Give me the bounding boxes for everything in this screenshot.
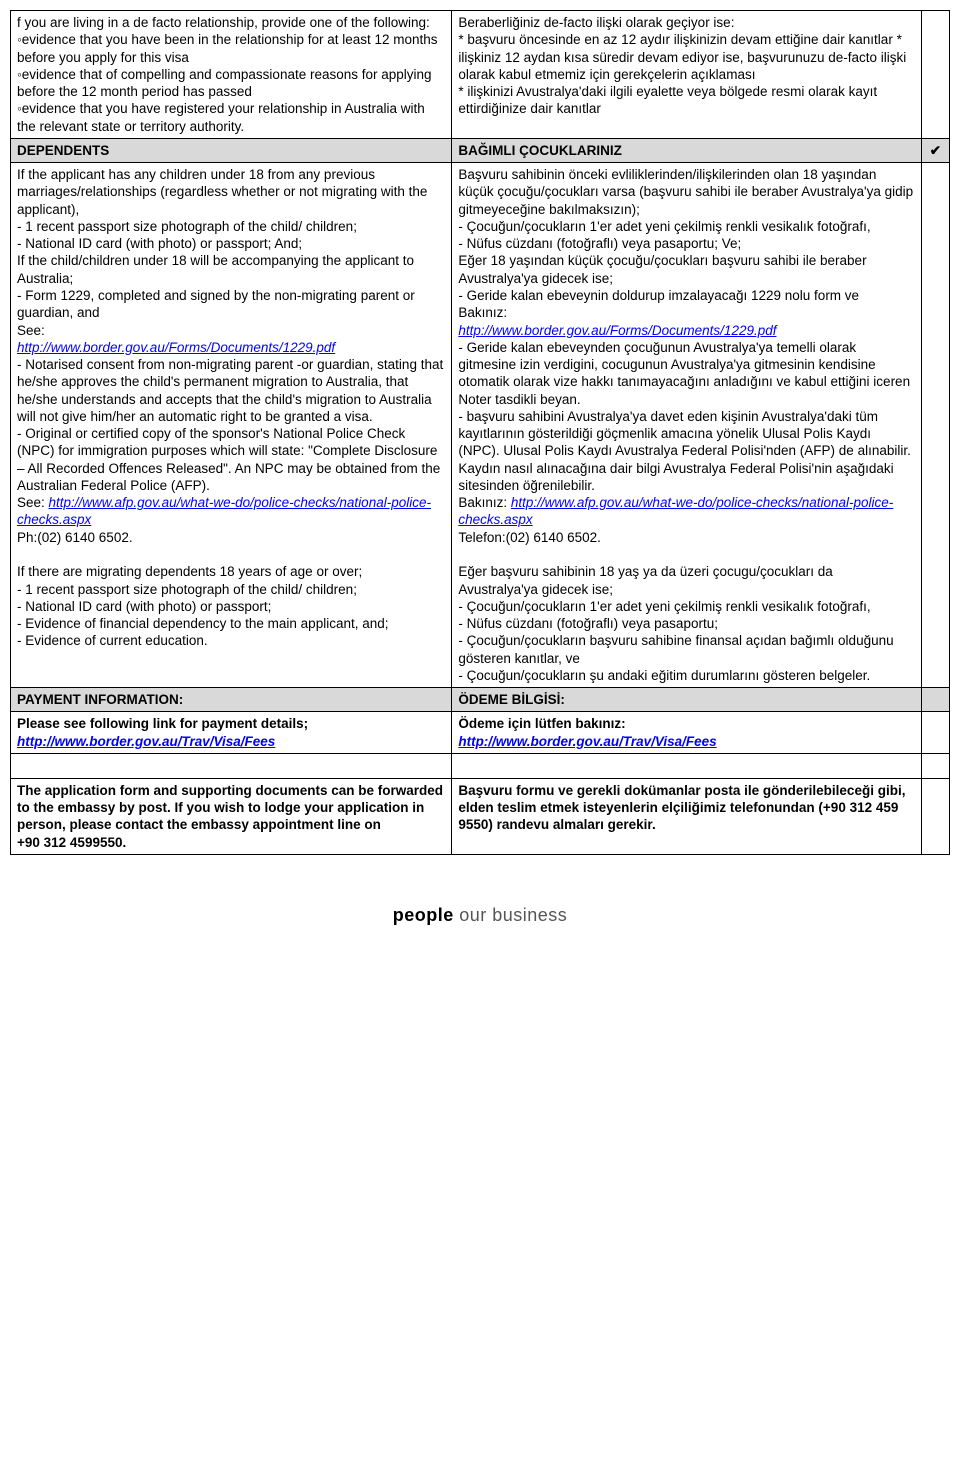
defacto-en: f you are living in a de facto relations… xyxy=(11,11,452,139)
header-payment-check xyxy=(921,688,949,712)
defacto-check xyxy=(921,11,949,139)
payment-tr-link[interactable]: http://www.border.gov.au/Trav/Visa/Fees xyxy=(458,734,716,749)
dep-tr-link2[interactable]: http://www.afp.gov.au/what-we-do/police-… xyxy=(458,495,893,527)
post-tr: Başvuru formu ve gerekli dokümanlar post… xyxy=(452,778,922,854)
spacer-row xyxy=(11,753,950,778)
dep-tr-1: Başvuru sahibinin önceki evliliklerinden… xyxy=(458,167,913,320)
post-en: The application form and supporting docu… xyxy=(11,778,452,854)
dep-en-link2[interactable]: http://www.afp.gov.au/what-we-do/police-… xyxy=(17,495,431,527)
dep-en-1: If the applicant has any children under … xyxy=(17,167,427,337)
row-payment: Please see following link for payment de… xyxy=(11,712,950,754)
header-dependents-check: ✔ xyxy=(921,138,949,162)
header-dependents-tr: BAĞIMLI ÇOCUKLARINIZ xyxy=(452,138,922,162)
payment-en: Please see following link for payment de… xyxy=(11,712,452,754)
header-dependents: DEPENDENTS BAĞIMLI ÇOCUKLARINIZ ✔ xyxy=(11,138,950,162)
dependents-en: If the applicant has any children under … xyxy=(11,163,452,688)
footer-tagline: people our business xyxy=(10,905,950,926)
dep-en-link1[interactable]: http://www.border.gov.au/Forms/Documents… xyxy=(17,340,335,355)
header-dependents-en: DEPENDENTS xyxy=(11,138,452,162)
row-defacto: f you are living in a de facto relations… xyxy=(11,11,950,139)
payment-en-text: Please see following link for payment de… xyxy=(17,716,308,731)
header-payment: PAYMENT INFORMATION: ÖDEME BİLGİSİ: xyxy=(11,688,950,712)
footer-people: people xyxy=(393,905,454,925)
dep-en-2: - Notarised consent from non-migrating p… xyxy=(17,357,443,510)
header-payment-en: PAYMENT INFORMATION: xyxy=(11,688,452,712)
payment-en-link[interactable]: http://www.border.gov.au/Trav/Visa/Fees xyxy=(17,734,275,749)
defacto-tr: Beraberliğiniz de-facto ilişki olarak ge… xyxy=(452,11,922,139)
payment-check xyxy=(921,712,949,754)
document-table: f you are living in a de facto relations… xyxy=(10,10,950,855)
dep-en-3: Ph:(02) 6140 6502. If there are migratin… xyxy=(17,530,389,649)
row-dependents-body: If the applicant has any children under … xyxy=(11,163,950,688)
dep-tr-2: - Geride kalan ebeveynden çocuğunun Avus… xyxy=(458,340,911,510)
post-check xyxy=(921,778,949,854)
payment-tr-text: Ödeme için lütfen bakınız: xyxy=(458,716,625,731)
dependents-tr: Başvuru sahibinin önceki evliliklerinden… xyxy=(452,163,922,688)
payment-tr: Ödeme için lütfen bakınız: http://www.bo… xyxy=(452,712,922,754)
dependents-check xyxy=(921,163,949,688)
row-post: The application form and supporting docu… xyxy=(11,778,950,854)
dep-tr-3: Telefon:(02) 6140 6502. Eğer başvuru sah… xyxy=(458,530,893,683)
header-payment-tr: ÖDEME BİLGİSİ: xyxy=(452,688,922,712)
dep-tr-link1[interactable]: http://www.border.gov.au/Forms/Documents… xyxy=(458,323,776,338)
footer-our: our business xyxy=(454,905,568,925)
